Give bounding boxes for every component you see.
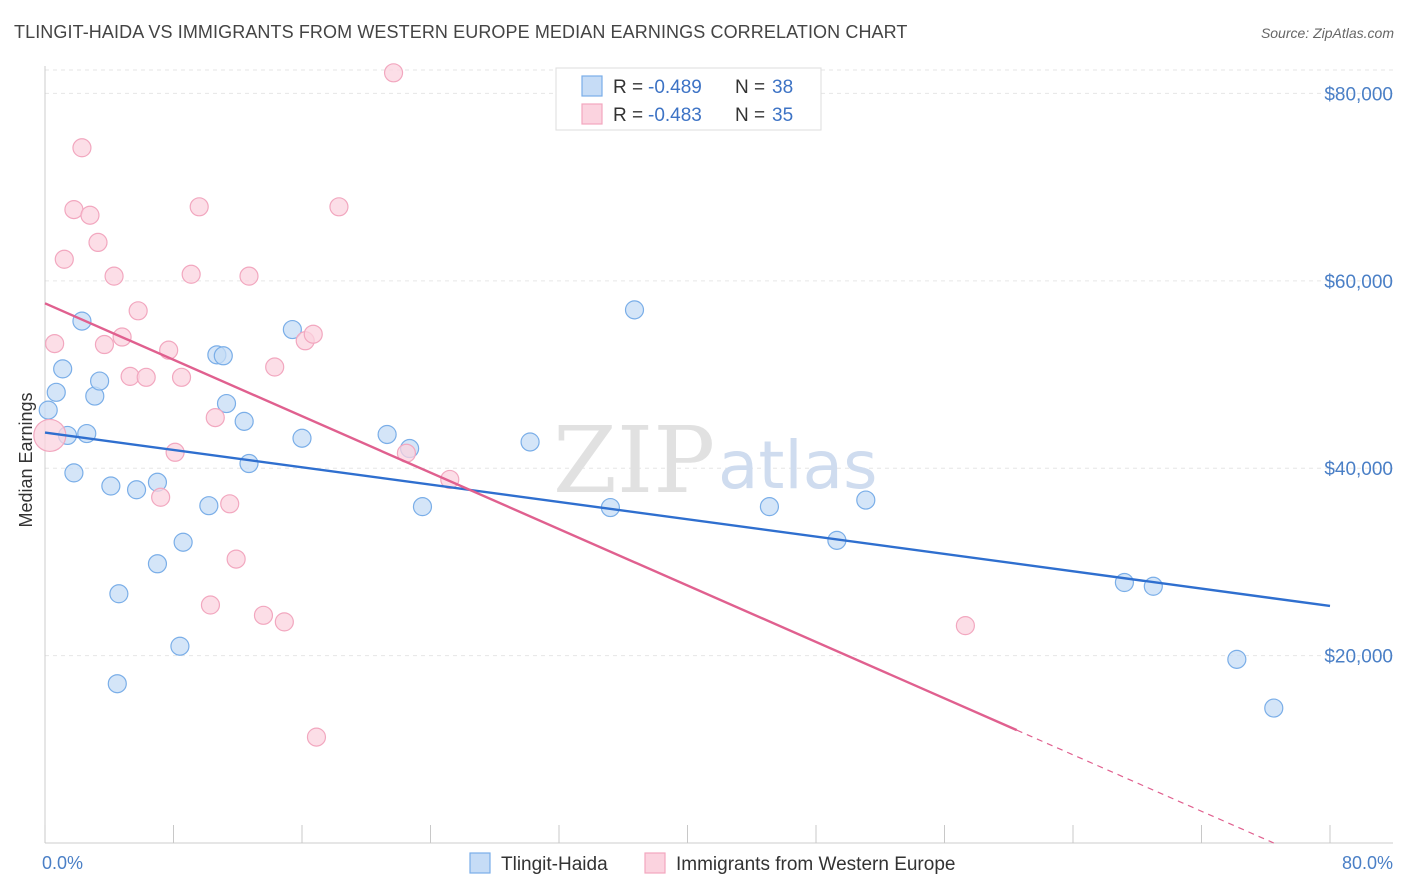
data-points <box>33 63 1284 747</box>
tlingit-haida-point-35 <box>1143 576 1163 596</box>
tlingit-haida-point-15 <box>170 636 190 656</box>
tlingit-haida-point-12 <box>109 584 129 604</box>
source-label: Source: ZipAtlas.com <box>1260 25 1394 41</box>
tlingit-haida-point-19 <box>213 346 233 366</box>
tlingit-haida-point-28 <box>520 432 540 452</box>
western-europe-point-22 <box>226 549 246 569</box>
stats-swatch-0 <box>581 75 603 97</box>
legend-label-0: Tlingit-Haida <box>501 854 608 875</box>
watermark: ZIP atlas <box>553 407 878 514</box>
western-europe-point-23 <box>239 266 259 286</box>
western-europe-point-13 <box>151 487 171 507</box>
tlingit-haida-point-37 <box>1264 698 1284 718</box>
stats-n-value-1: 35 <box>772 105 793 126</box>
tlingit-haida-point-7 <box>90 371 110 391</box>
y-tick-label-0: $20,000 <box>1324 647 1393 668</box>
western-europe-point-20 <box>205 408 225 428</box>
western-europe-point-1 <box>45 333 65 354</box>
western-europe-point-6 <box>88 232 108 253</box>
western-europe-point-34 <box>955 616 975 636</box>
tlingit-haida-point-17 <box>199 496 219 516</box>
y-tick-label-3: $80,000 <box>1324 84 1393 105</box>
western-europe-point-25 <box>265 357 285 377</box>
western-europe-point-26 <box>274 612 294 632</box>
western-europe-point-28 <box>303 324 323 344</box>
western-europe-trend-line <box>44 302 1018 732</box>
tlingit-haida-point-23 <box>282 319 302 340</box>
axes <box>44 66 1393 844</box>
tlingit-haida-point-10 <box>126 480 147 500</box>
western-europe-point-2 <box>54 249 74 269</box>
stats-r-label-0: R = <box>613 77 643 98</box>
tlingit-haida-point-36 <box>1227 649 1247 669</box>
tlingit-haida-point-31 <box>759 497 780 517</box>
western-europe-point-29 <box>306 727 327 747</box>
western-europe-point-24 <box>253 605 274 625</box>
western-europe-point-3 <box>64 200 84 220</box>
western-europe-point-18 <box>189 197 209 217</box>
tlingit-haida-point-20 <box>216 393 237 414</box>
tlingit-haida-point-14 <box>173 532 193 552</box>
tlingit-haida-point-13 <box>147 554 168 574</box>
western-europe-point-15 <box>165 442 185 462</box>
western-europe-point-31 <box>383 63 404 83</box>
western-europe-point-21 <box>220 494 240 514</box>
western-europe-point-30 <box>329 197 349 217</box>
tlingit-haida-point-33 <box>856 490 876 510</box>
tlingit-haida-point-1 <box>46 382 66 402</box>
x-tick-label-left: 0.0% <box>42 853 83 873</box>
watermark-zip: ZIP <box>553 407 715 514</box>
legend-swatch-1 <box>644 852 666 874</box>
trend-lines <box>44 302 1331 844</box>
western-europe-point-12 <box>136 367 156 387</box>
stats-legend: R = -0.489 N = 38 R = -0.483 N = 35 <box>555 67 822 131</box>
x-tick-labels: 0.0% 80.0% <box>42 853 1393 873</box>
tlingit-haida-point-22 <box>239 453 259 474</box>
western-europe-point-5 <box>80 205 100 225</box>
stats-r-label-1: R = <box>613 105 643 126</box>
chart-title: TLINGIT-HAIDA VS IMMIGRANTS FROM WESTERN… <box>14 22 908 42</box>
western-europe-point-11 <box>128 301 148 321</box>
tlingit-haida-point-16 <box>107 674 127 694</box>
gridlines <box>45 69 1393 657</box>
western-europe-point-4 <box>72 138 92 158</box>
tlingit-haida-trend-line <box>44 431 1331 608</box>
legend-label-1: Immigrants from Western Europe <box>676 854 955 875</box>
western-europe-point-19 <box>200 595 221 615</box>
y-tick-labels: $20,000 $40,000 $60,000 $80,000 <box>1324 84 1393 667</box>
watermark-atlas: atlas <box>718 427 878 504</box>
stats-swatch-1 <box>581 103 603 125</box>
western-europe-point-7 <box>94 334 115 355</box>
tlingit-haida-point-30 <box>624 300 645 320</box>
legend-swatch-0 <box>469 852 491 874</box>
stats-r-value-0: -0.489 <box>648 77 702 98</box>
western-europe-point-16 <box>171 367 192 387</box>
western-europe-point-17 <box>181 264 201 284</box>
series-legend: Tlingit-Haida Immigrants from Western Eur… <box>469 852 955 875</box>
stats-n-label-1: N = <box>735 105 765 126</box>
stats-n-value-0: 38 <box>772 77 793 98</box>
tlingit-haida-point-2 <box>53 359 73 379</box>
tlingit-haida-point-25 <box>377 424 397 445</box>
tlingit-haida-point-8 <box>64 463 84 483</box>
stats-n-label-0: N = <box>735 77 765 98</box>
y-tick-label-2: $60,000 <box>1324 272 1393 293</box>
tlingit-haida-point-9 <box>101 476 121 496</box>
y-axis-title: Median Earnings <box>16 392 36 527</box>
x-tick-label-right: 80.0% <box>1342 853 1393 873</box>
western-europe-point-10 <box>120 366 140 386</box>
tlingit-haida-point-27 <box>412 497 433 517</box>
western-europe-point-8 <box>104 266 124 286</box>
tlingit-haida-point-21 <box>234 411 254 431</box>
y-tick-label-1: $40,000 <box>1324 459 1393 480</box>
tlingit-haida-point-24 <box>292 428 312 448</box>
stats-r-value-1: -0.483 <box>648 105 702 126</box>
tlingit-haida-point-0 <box>38 400 58 420</box>
western-europe-trend-extension <box>1016 729 1275 844</box>
